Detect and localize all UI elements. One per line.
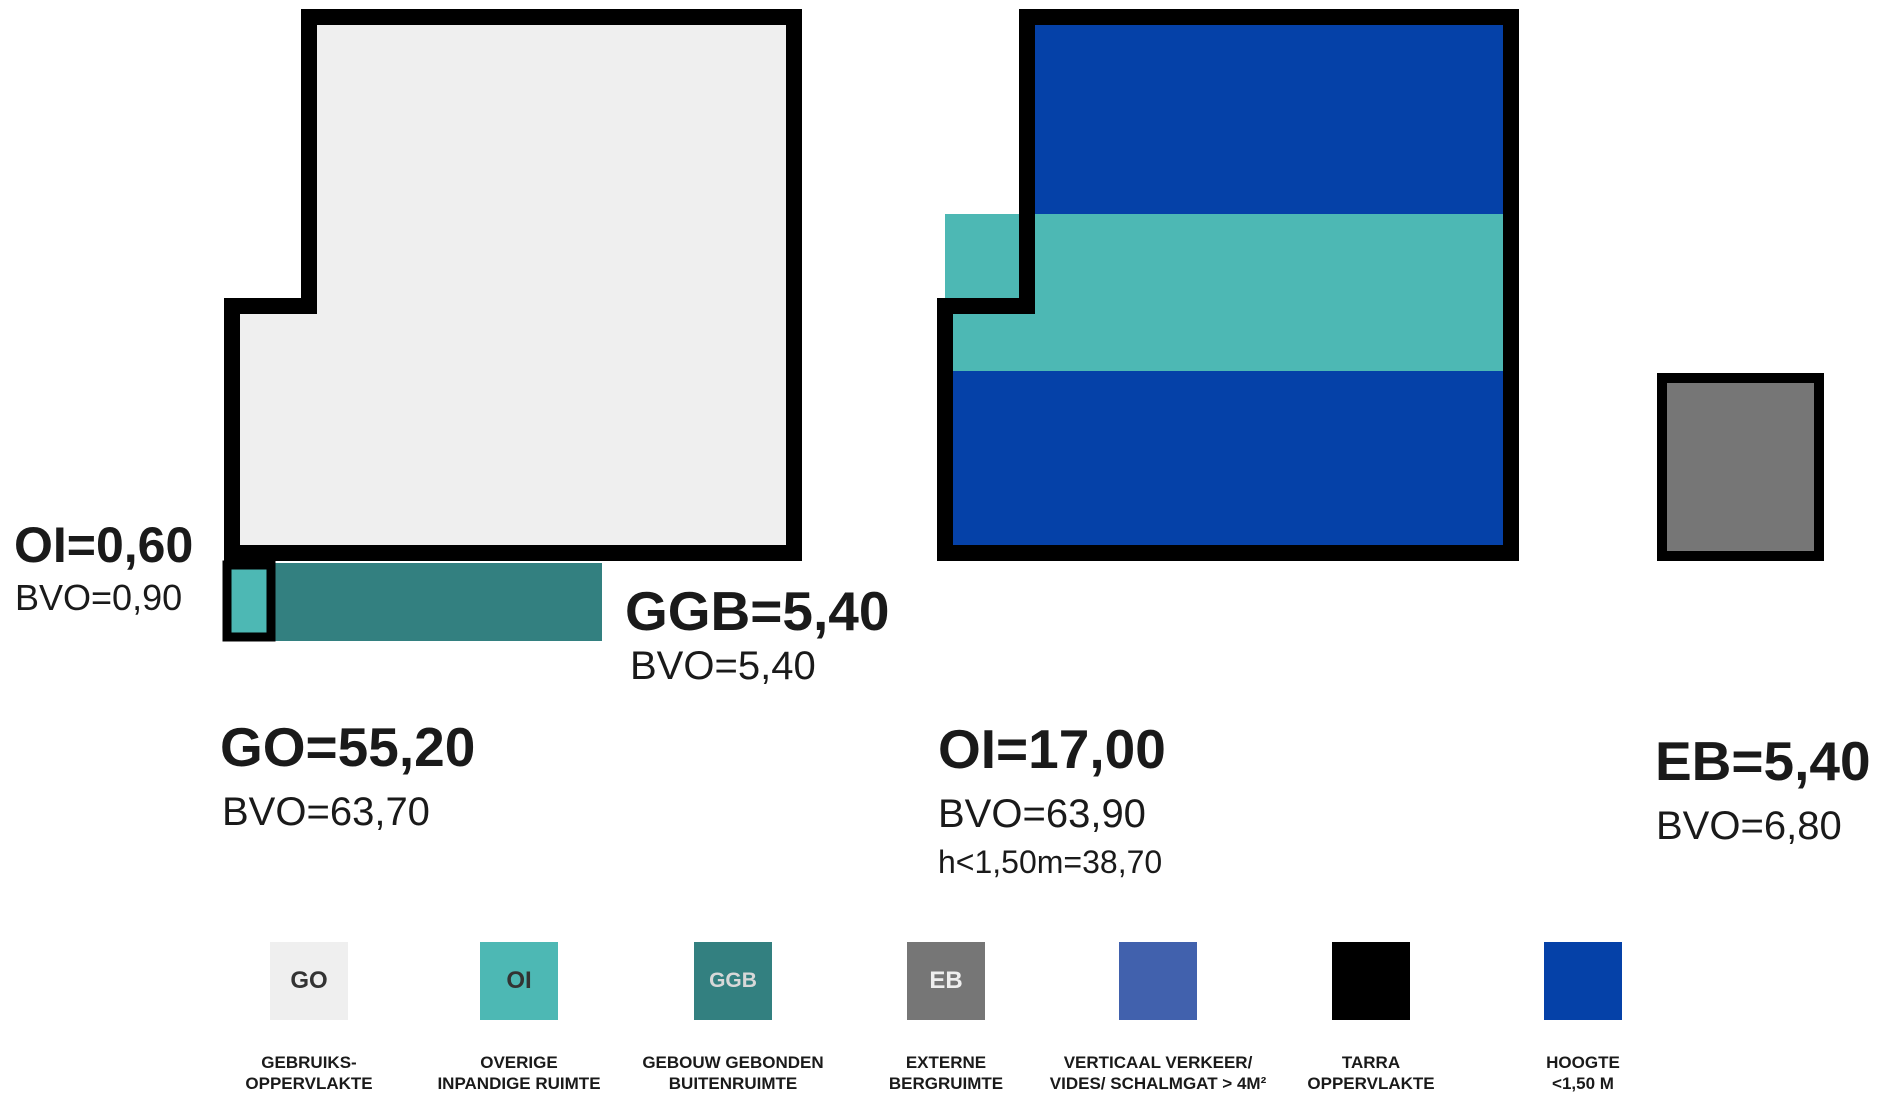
ggb-area bbox=[272, 563, 602, 641]
eb-bvo-label: BVO=6,80 bbox=[1656, 804, 1842, 848]
legend-swatch-hoogte bbox=[1544, 942, 1622, 1020]
go-floor-area bbox=[224, 9, 802, 561]
legend-item-go: GO GEBRUIKS- OPPERVLAKTE bbox=[209, 942, 409, 1094]
eb-label: EB=5,40 bbox=[1655, 730, 1871, 792]
legend-swatch-ggb: GGB bbox=[694, 942, 772, 1020]
legend-label-oi: OVERIGE INPANDIGE RUIMTE bbox=[437, 1053, 601, 1093]
oi-small-bvo-label: BVO=0,90 bbox=[15, 577, 183, 618]
oi-label: OI=17,00 bbox=[938, 718, 1166, 780]
oi-small-label: OI=0,60 bbox=[14, 517, 194, 573]
hoogte-band-bottom bbox=[945, 371, 1510, 553]
hoogte-band-top bbox=[1028, 17, 1510, 214]
legend-item-hoogte: HOOGTE <1,50 M bbox=[1483, 942, 1683, 1094]
oi-low-height-label: h<1,50m=38,70 bbox=[938, 844, 1163, 880]
ggb-label: GGB=5,40 bbox=[625, 580, 890, 642]
legend-label-ggb: GEBOUW GEBONDEN BUITENRUIMTE bbox=[642, 1053, 824, 1093]
legend-label-tarra: TARRA OPPERVLAKTE bbox=[1307, 1053, 1435, 1093]
legend-item-verticaal-verkeer: VERTICAAL VERKEER/ VIDES/ SCHALMGAT > 4M… bbox=[1050, 942, 1266, 1094]
legend-label-eb: EXTERNE BERGRUIMTE bbox=[888, 1053, 1004, 1093]
oi-bvo-label: BVO=63,90 bbox=[938, 792, 1146, 836]
legend-item-tarra: TARRA OPPERVLAKTE bbox=[1271, 942, 1471, 1094]
legend-label-hoogte: HOOGTE <1,50 M bbox=[1546, 1053, 1620, 1093]
legend-swatch-verticaal-verkeer bbox=[1119, 942, 1197, 1020]
go-label: GO=55,20 bbox=[220, 716, 476, 778]
legend-label-verticaal-verkeer: VERTICAAL VERKEER/ VIDES/ SCHALMGAT > 4M… bbox=[1049, 1053, 1267, 1093]
legend-item-oi: OI OVERIGE INPANDIGE RUIMTE bbox=[419, 942, 619, 1094]
legend-swatch-eb: EB bbox=[907, 942, 985, 1020]
oi-band bbox=[945, 214, 1510, 371]
legend-swatch-tarra bbox=[1332, 942, 1410, 1020]
legend-item-ggb: GGB GEBOUW GEBONDEN BUITENRUIMTE bbox=[633, 942, 833, 1094]
ggb-bvo-label: BVO=5,40 bbox=[630, 644, 816, 688]
oi-small-area bbox=[222, 560, 276, 642]
legend-swatch-go: GO bbox=[270, 942, 348, 1020]
legend-swatch-oi: OI bbox=[480, 942, 558, 1020]
oi-floor-outline bbox=[937, 9, 1519, 561]
eb-area bbox=[1657, 373, 1824, 561]
legend-item-eb: EB EXTERNE BERGRUIMTE bbox=[846, 942, 1046, 1094]
go-bvo-label: BVO=63,70 bbox=[222, 790, 430, 834]
legend-label-go: GEBRUIKS- OPPERVLAKTE bbox=[245, 1053, 373, 1093]
